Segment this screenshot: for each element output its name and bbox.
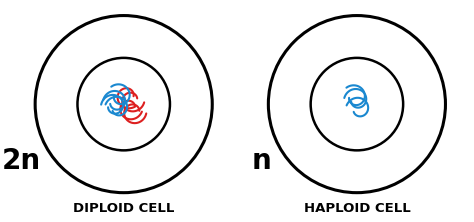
Text: n: n [252, 147, 271, 175]
Text: HAPLOID CELL: HAPLOID CELL [303, 202, 410, 215]
Text: 2n: 2n [2, 147, 41, 175]
Text: DIPLOID CELL: DIPLOID CELL [73, 202, 174, 215]
